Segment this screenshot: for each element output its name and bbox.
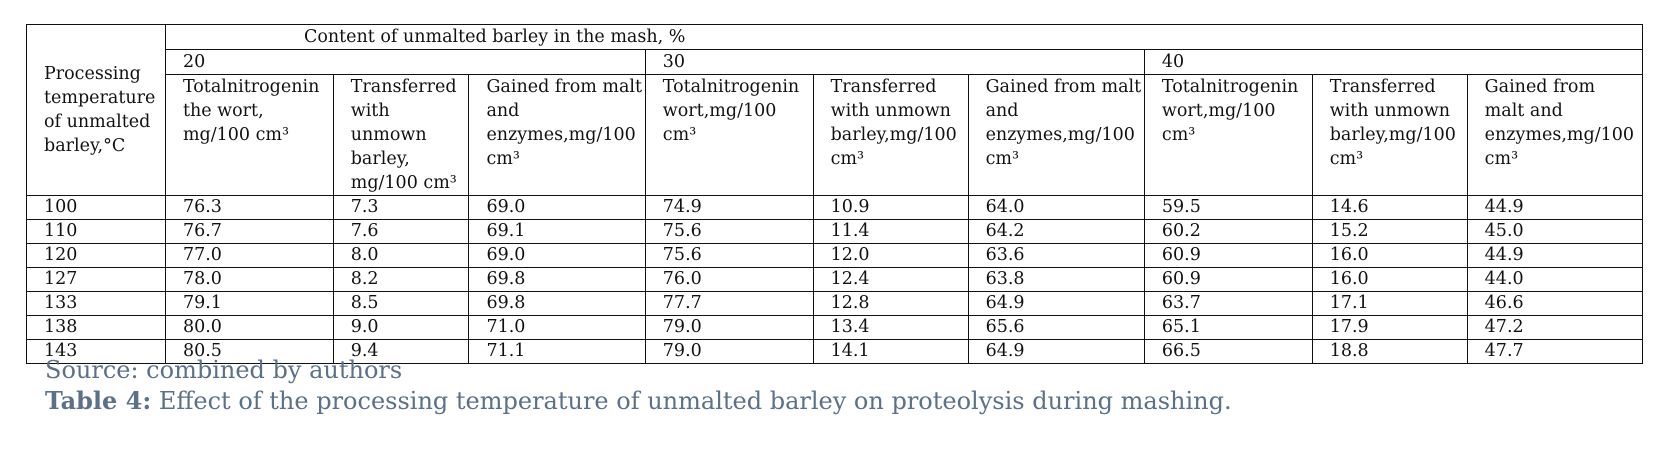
table-body: 100 76.3 7.3 69.0 74.9 10.9 64.0 59.5 14.6 44.9 11… <box>26 195 1644 364</box>
table-cell: 74.9 <box>644 195 814 220</box>
column-header: Gained from malt and enzymes,mg/100 cm³ <box>967 74 1145 196</box>
table-row: 110 76.7 7.6 69.1 75.6 11.4 64.2 60.2 15.2 45.0 <box>26 219 1644 244</box>
table-cell: 60.9 <box>1143 243 1313 268</box>
table-cell: 10.9 <box>812 195 969 220</box>
table-cell: 8.0 <box>332 243 470 268</box>
table-cell: 12.0 <box>812 243 969 268</box>
table-cell: 46.6 <box>1466 291 1644 316</box>
table-cell: 44.9 <box>1466 243 1644 268</box>
table-cell: 79.0 <box>644 315 814 340</box>
table-cell: 45.0 <box>1466 219 1644 244</box>
temperature-cell: 127 <box>26 267 166 292</box>
table-cell: 44.9 <box>1466 195 1644 220</box>
table-cell: 64.0 <box>967 195 1145 220</box>
table-cell: 80.5 <box>164 339 334 364</box>
column-header: Totalnitrogenin the wort, mg/100 cm³ <box>164 74 334 196</box>
table-cell: 76.7 <box>164 219 334 244</box>
table-cell: 64.9 <box>967 291 1145 316</box>
table-cell: 59.5 <box>1143 195 1313 220</box>
temperature-cell: 100 <box>26 195 166 220</box>
table-cell: 11.4 <box>812 219 969 244</box>
table-cell: 65.1 <box>1143 315 1313 340</box>
table-cell: 8.2 <box>332 267 470 292</box>
table-cell: 76.3 <box>164 195 334 220</box>
column-header: Totalnitrogenin wort,mg/100 cm³ <box>1143 74 1313 196</box>
caption-text: Effect of the processing temperature of … <box>151 387 1232 415</box>
table-cell: 77.7 <box>644 291 814 316</box>
table-cell: 79.0 <box>644 339 814 364</box>
table-cell: 17.9 <box>1311 315 1468 340</box>
table-cell: 77.0 <box>164 243 334 268</box>
table-cell: 15.2 <box>1311 219 1468 244</box>
group-header-20: 20 <box>164 49 646 75</box>
table-cell: 78.0 <box>164 267 334 292</box>
table-row: 138 80.0 9.0 71.0 79.0 13.4 65.6 65.1 17.9 47.2 <box>26 315 1644 340</box>
table-row: 143 80.5 9.4 71.1 79.0 14.1 64.9 66.5 18.8 47.7 <box>26 339 1644 364</box>
table-cell: 64.2 <box>967 219 1145 244</box>
table-cell: 12.8 <box>812 291 969 316</box>
table-cell: 14.1 <box>812 339 969 364</box>
row-header: Processing temperature of unmalted barle… <box>26 24 166 196</box>
table-cell: 63.7 <box>1143 291 1313 316</box>
table-row: 100 76.3 7.3 69.0 74.9 10.9 64.0 59.5 14.6 44.9 <box>26 195 1644 220</box>
temperature-cell: 110 <box>26 219 166 244</box>
column-header: Transferred with unmown barley,mg/100 cm… <box>812 74 969 196</box>
table-cell: 69.0 <box>468 195 646 220</box>
table-cell: 12.4 <box>812 267 969 292</box>
table-cell: 65.6 <box>967 315 1145 340</box>
table-cell: 64.9 <box>967 339 1145 364</box>
source-note: Source: combined by authors <box>45 356 403 384</box>
table-cell: 80.0 <box>164 315 334 340</box>
temperature-cell: 133 <box>26 291 166 316</box>
table-cell: 75.6 <box>644 243 814 268</box>
table-cell: 13.4 <box>812 315 969 340</box>
table-cell: 16.0 <box>1311 243 1468 268</box>
group-title: Content of unmalted barley in the mash, … <box>164 24 1644 50</box>
table-cell: 71.0 <box>468 315 646 340</box>
column-header: Transferred with unmown barley, mg/100 c… <box>332 74 470 196</box>
column-header: Totalnitrogenin wort,mg/100 cm³ <box>644 74 814 196</box>
table-cell: 63.8 <box>967 267 1145 292</box>
table-cell: 18.8 <box>1311 339 1468 364</box>
table-cell: 60.2 <box>1143 219 1313 244</box>
temperature-cell: 143 <box>26 339 166 364</box>
table-cell: 7.3 <box>332 195 470 220</box>
table-cell: 69.1 <box>468 219 646 244</box>
table-cell: 76.0 <box>644 267 814 292</box>
table-cell: 75.6 <box>644 219 814 244</box>
column-header: Gained from malt and enzymes,mg/100 cm³ <box>1466 74 1644 196</box>
table-cell: 79.1 <box>164 291 334 316</box>
table-cell: 9.0 <box>332 315 470 340</box>
table-cell: 69.8 <box>468 267 646 292</box>
group-header-30: 30 <box>644 49 1145 75</box>
table-row: 120 77.0 8.0 69.0 75.6 12.0 63.6 60.9 16.0 44.9 <box>26 243 1644 268</box>
table-row: 127 78.0 8.2 69.8 76.0 12.4 63.8 60.9 16.0 44.0 <box>26 267 1644 292</box>
table-cell: 66.5 <box>1143 339 1313 364</box>
table-cell: 44.0 <box>1466 267 1644 292</box>
data-table: Processing temperature of unmalted barle… <box>26 24 1644 364</box>
table-cell: 69.0 <box>468 243 646 268</box>
table-cell: 47.7 <box>1466 339 1644 364</box>
table-cell: 60.9 <box>1143 267 1313 292</box>
table-caption: Table 4: Effect of the processing temper… <box>45 386 1232 415</box>
temperature-cell: 120 <box>26 243 166 268</box>
column-header: Gained from malt and enzymes,mg/100 cm³ <box>468 74 646 196</box>
table-cell: 69.8 <box>468 291 646 316</box>
table-cell: 47.2 <box>1466 315 1644 340</box>
column-header: Transferred with unmown barley,mg/100 cm… <box>1311 74 1468 196</box>
table-cell: 17.1 <box>1311 291 1468 316</box>
table-cell: 71.1 <box>468 339 646 364</box>
temperature-cell: 138 <box>26 315 166 340</box>
group-header-40: 40 <box>1143 49 1644 75</box>
table-cell: 16.0 <box>1311 267 1468 292</box>
table-cell: 7.6 <box>332 219 470 244</box>
table-row: 133 79.1 8.5 69.8 77.7 12.8 64.9 63.7 17.1 46.6 <box>26 291 1644 316</box>
table-cell: 14.6 <box>1311 195 1468 220</box>
table-cell: 63.6 <box>967 243 1145 268</box>
caption-label: Table 4: <box>45 386 152 415</box>
table-cell: 8.5 <box>332 291 470 316</box>
